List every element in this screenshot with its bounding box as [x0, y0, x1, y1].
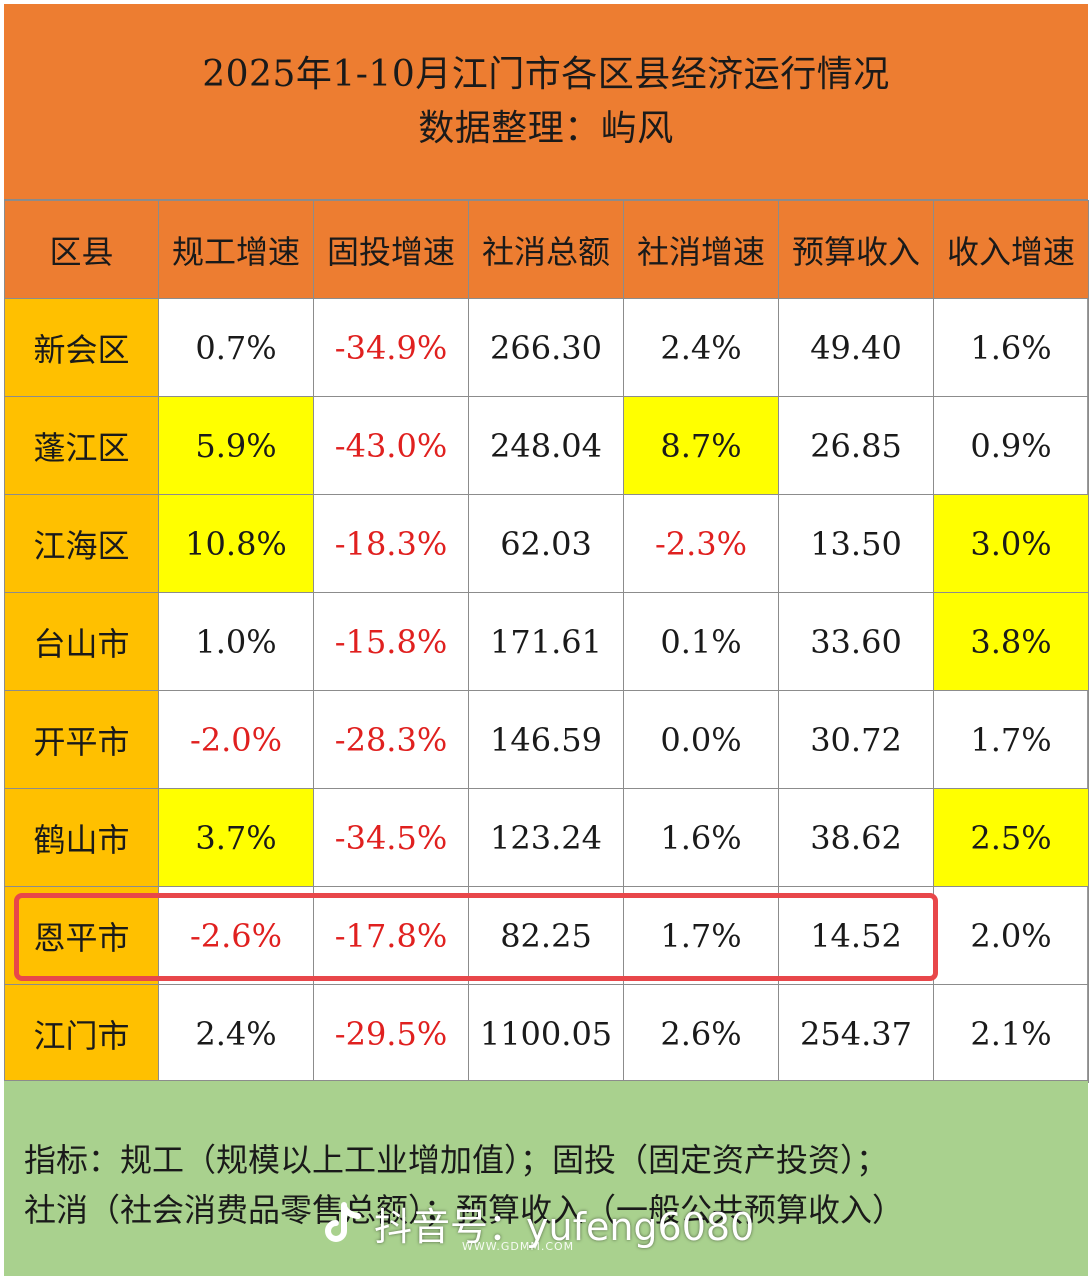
table-cell: 2.1% — [933, 984, 1089, 1083]
table-cell: 1.6% — [623, 788, 779, 887]
title-block: 2025年1-10月江门市各区县经济运行情况 数据整理：屿风 — [4, 4, 1088, 200]
table-cell: 30.72 — [778, 690, 934, 789]
district-cell: 蓬江区 — [4, 396, 159, 495]
table-cell: 1.7% — [623, 886, 779, 985]
table-row: 江海区 10.8% -18.3% 62.03 -2.3% 13.50 3.0% — [4, 494, 1089, 593]
header-cell-retail-growth: 社消增速 — [623, 200, 779, 299]
table-cell: -29.5% — [313, 984, 469, 1083]
table-cell: 2.4% — [158, 984, 314, 1083]
site-watermark: WWW.GDMM.COM — [462, 1240, 575, 1253]
table-cell: 248.04 — [468, 396, 624, 495]
table-cell: 13.50 — [778, 494, 934, 593]
district-cell: 江海区 — [4, 494, 159, 593]
table-row: 台山市 1.0% -15.8% 171.61 0.1% 33.60 3.8% — [4, 592, 1089, 691]
table-row: 恩平市 -2.6% -17.8% 82.25 1.7% 14.52 2.0% — [4, 886, 1089, 985]
table-cell: 82.25 — [468, 886, 624, 985]
district-cell: 台山市 — [4, 592, 159, 691]
table-cell: 0.1% — [623, 592, 779, 691]
table-cell: 2.5% — [933, 788, 1089, 887]
table-cell: -18.3% — [313, 494, 469, 593]
table-cell: 0.7% — [158, 298, 314, 397]
footer-note-line: 社消（社会消费品零售总额）；预算收入（一般公共预算收入） — [24, 1191, 905, 1229]
table-cell: 2.6% — [623, 984, 779, 1083]
table-cell: 5.9% — [158, 396, 314, 495]
table-cell: 171.61 — [468, 592, 624, 691]
header-cell-district: 区县 — [4, 200, 159, 299]
table-cell: -2.0% — [158, 690, 314, 789]
table-cell: -28.3% — [313, 690, 469, 789]
table-cell: -34.9% — [313, 298, 469, 397]
table-cell: 33.60 — [778, 592, 934, 691]
table-cell: 266.30 — [468, 298, 624, 397]
table-cell: -15.8% — [313, 592, 469, 691]
watermark: 抖音号：yufeng6080 — [322, 1196, 754, 1251]
page-subtitle: 数据整理：屿风 — [418, 107, 674, 149]
district-cell: 鹤山市 — [4, 788, 159, 887]
district-cell: 新会区 — [4, 298, 159, 397]
table-cell: 8.7% — [623, 396, 779, 495]
table-cell: -2.3% — [623, 494, 779, 593]
table-cell: 1.0% — [158, 592, 314, 691]
table-cell: 123.24 — [468, 788, 624, 887]
district-cell: 江门市 — [4, 984, 159, 1083]
table-cell: 2.4% — [623, 298, 779, 397]
table-cell: 2.0% — [933, 886, 1089, 985]
table-cell: 1.6% — [933, 298, 1089, 397]
table-row: 鹤山市 3.7% -34.5% 123.24 1.6% 38.62 2.5% — [4, 788, 1089, 887]
table-cell: 0.0% — [623, 690, 779, 789]
table-cell: -43.0% — [313, 396, 469, 495]
table-row: 开平市 -2.0% -28.3% 146.59 0.0% 30.72 1.7% — [4, 690, 1089, 789]
table-cell: 38.62 — [778, 788, 934, 887]
footer-notes: 指标：规工（规模以上工业增加值）；固投（固定资产投资）； 社消（社会消费品零售总… — [4, 1080, 1088, 1276]
data-table: 区县 规工增速 固投增速 社消总额 社消增速 预算收入 收入增速 新会区 0.7… — [4, 200, 1089, 1083]
footer-note-line: 指标：规工（规模以上工业增加值）；固投（固定资产投资）； — [24, 1141, 889, 1179]
page-title: 2025年1-10月江门市各区县经济运行情况 — [202, 53, 890, 95]
table-cell: 3.7% — [158, 788, 314, 887]
table-cell: 254.37 — [778, 984, 934, 1083]
douyin-logo-icon — [325, 1201, 361, 1242]
table-cell: 146.59 — [468, 690, 624, 789]
table-cell: 1.7% — [933, 690, 1089, 789]
table-cell: 10.8% — [158, 494, 314, 593]
district-cell: 恩平市 — [4, 886, 159, 985]
table-cell: -17.8% — [313, 886, 469, 985]
table-cell: -34.5% — [313, 788, 469, 887]
table-cell: 1100.05 — [468, 984, 624, 1083]
table-row: 蓬江区 5.9% -43.0% 248.04 8.7% 26.85 0.9% — [4, 396, 1089, 495]
header-cell-retail-total: 社消总额 — [468, 200, 624, 299]
header-cell-budget-revenue: 预算收入 — [778, 200, 934, 299]
table-cell: 62.03 — [468, 494, 624, 593]
table-row: 新会区 0.7% -34.9% 266.30 2.4% 49.40 1.6% — [4, 298, 1089, 397]
district-cell: 开平市 — [4, 690, 159, 789]
table-cell: 49.40 — [778, 298, 934, 397]
header-cell-revenue-growth: 收入增速 — [933, 200, 1089, 299]
header-cell-industry-growth: 规工增速 — [158, 200, 314, 299]
header-cell-investment-growth: 固投增速 — [313, 200, 469, 299]
table-cell: 26.85 — [778, 396, 934, 495]
table-cell: -2.6% — [158, 886, 314, 985]
header-row: 区县 规工增速 固投增速 社消总额 社消增速 预算收入 收入增速 — [4, 200, 1089, 299]
table-cell: 3.0% — [933, 494, 1089, 593]
table-cell: 14.52 — [778, 886, 934, 985]
table-cell: 3.8% — [933, 592, 1089, 691]
watermark-text: 抖音号：yufeng6080 — [374, 1205, 755, 1249]
table-cell: 0.9% — [933, 396, 1089, 495]
table-row: 江门市 2.4% -29.5% 1100.05 2.6% 254.37 2.1% — [4, 984, 1089, 1083]
